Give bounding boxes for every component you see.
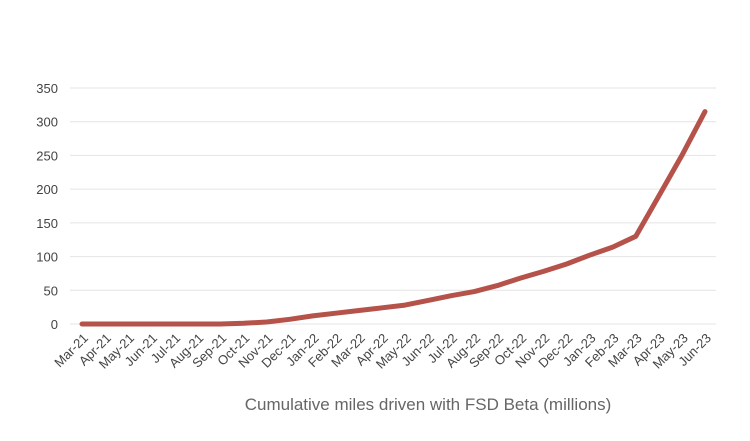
y-tick-label: 250: [36, 148, 58, 163]
y-tick-label: 200: [36, 182, 58, 197]
y-tick-label: 150: [36, 216, 58, 231]
y-tick-label: 0: [51, 317, 58, 332]
y-tick-label: 350: [36, 81, 58, 96]
y-tick-label: 50: [44, 283, 58, 298]
y-tick-label: 100: [36, 250, 58, 265]
data-line: [79, 109, 708, 327]
y-tick-label: 300: [36, 115, 58, 130]
x-axis-title: Cumulative miles driven with FSD Beta (m…: [245, 395, 612, 414]
